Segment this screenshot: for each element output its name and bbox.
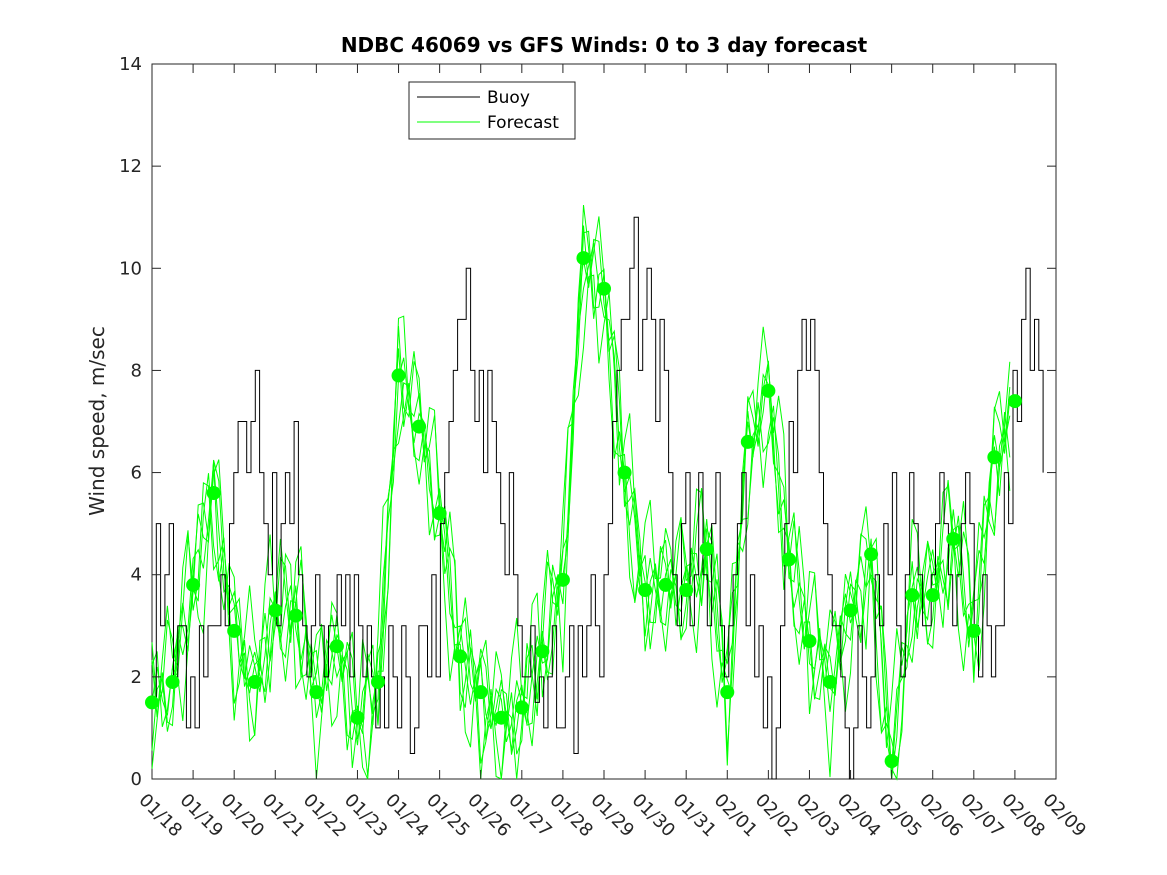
x-tick-label: 02/01 — [710, 790, 762, 842]
x-tick-label: 01/19 — [176, 790, 228, 842]
buoy-series-line — [152, 216, 1044, 780]
forecast-point — [761, 383, 776, 398]
forecast-point — [1007, 394, 1022, 409]
y-tick-label: 12 — [119, 156, 142, 177]
x-tick-label: 02/06 — [915, 790, 967, 842]
legend: Buoy Forecast — [408, 81, 576, 140]
forecast-point — [638, 583, 653, 598]
y-axis: 0 2 4 6 8 10 12 14 — [119, 54, 1056, 790]
forecast-point — [987, 450, 1002, 465]
x-tick-label: 01/25 — [422, 790, 474, 842]
forecast-point — [391, 368, 406, 383]
x-tick-label: 01/30 — [628, 790, 680, 842]
x-tick-label: 02/04 — [833, 790, 885, 842]
forecast-point — [699, 542, 714, 557]
forecast-point — [145, 695, 159, 710]
x-tick-label: 02/07 — [956, 790, 1008, 842]
forecast-point — [329, 639, 344, 654]
forecast-point — [227, 623, 242, 638]
buoy-line — [152, 216, 1044, 780]
chart-title: NDBC 46069 vs GFS Winds: 0 to 3 day fore… — [341, 33, 868, 57]
x-tick-label: 01/27 — [504, 790, 556, 842]
forecast-series-line — [151, 230, 1011, 780]
forecast-point — [617, 465, 632, 480]
forecast-point — [802, 634, 817, 649]
forecast-point — [350, 710, 365, 725]
forecast-point — [371, 674, 385, 689]
forecast-point — [432, 506, 447, 521]
forecast-point — [535, 644, 550, 659]
forecast-point — [494, 710, 509, 725]
forecast-point — [453, 649, 468, 664]
forecast-point — [946, 531, 961, 546]
x-tick-label: 02/05 — [874, 790, 926, 842]
x-tick-label: 01/28 — [545, 790, 597, 842]
x-tick-label: 01/23 — [340, 790, 392, 842]
x-tick-label: 01/26 — [463, 790, 515, 842]
forecast-series-line — [151, 274, 1011, 780]
x-tick-label: 02/09 — [1038, 790, 1090, 842]
forecast-point — [186, 577, 201, 592]
forecast-point — [206, 486, 221, 500]
x-tick-label: 02/02 — [751, 790, 803, 842]
y-tick-label: 10 — [119, 258, 142, 279]
x-tick-label: 01/21 — [258, 790, 310, 842]
forecast-point — [268, 603, 283, 618]
x-tick-label: 01/29 — [586, 790, 638, 842]
x-tick-label: 02/08 — [997, 790, 1049, 842]
forecast-point — [597, 281, 611, 296]
forecast-point — [288, 608, 303, 623]
x-tick-label: 01/20 — [217, 790, 269, 842]
forecast-point — [740, 434, 755, 449]
x-tick-label: 01/18 — [134, 790, 186, 842]
y-tick-label: 14 — [119, 54, 142, 75]
forecast-point — [165, 674, 180, 689]
forecast-series-line — [151, 238, 1011, 780]
forecast-point — [412, 419, 427, 434]
legend-forecast-label: Forecast — [487, 113, 559, 133]
y-tick-label: 6 — [131, 463, 142, 484]
legend-buoy-label: Buoy — [487, 88, 530, 108]
forecast-point — [658, 577, 673, 592]
forecast-point — [884, 754, 899, 769]
forecast-point — [576, 251, 591, 266]
forecast-markers — [145, 251, 1022, 769]
forecast-point — [309, 685, 324, 700]
forecast-point — [247, 674, 262, 689]
forecast-point — [781, 552, 796, 567]
x-tick-label: 01/31 — [669, 790, 721, 842]
forecast-point — [514, 700, 529, 715]
x-tick-label: 01/22 — [299, 790, 351, 842]
forecast-point — [966, 623, 981, 638]
forecast-point — [905, 588, 920, 603]
forecast-point — [925, 588, 940, 603]
forecast-point — [555, 572, 570, 587]
y-axis-label: Wind speed, m/sec — [85, 326, 109, 516]
y-tick-label: 8 — [131, 360, 142, 381]
forecast-point — [473, 685, 488, 700]
y-tick-label: 4 — [131, 565, 142, 586]
y-tick-label: 2 — [131, 667, 142, 688]
x-tick-label: 02/03 — [792, 790, 844, 842]
forecast-point — [720, 685, 735, 700]
forecast-point — [843, 603, 858, 618]
y-tick-label: 0 — [131, 769, 142, 790]
forecast-point — [679, 583, 694, 598]
forecast-point — [864, 547, 879, 562]
legend-box — [408, 81, 576, 140]
x-tick-label: 01/24 — [381, 790, 433, 842]
forecast-point — [823, 674, 837, 689]
